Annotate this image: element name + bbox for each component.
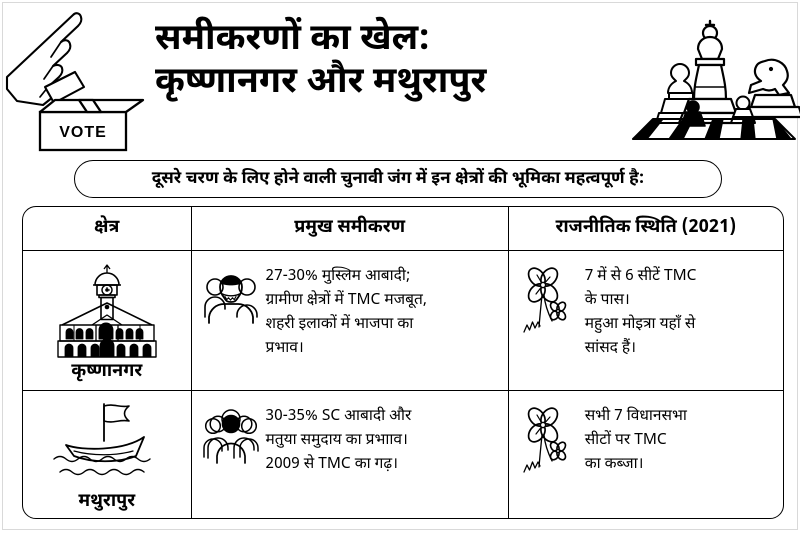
svg-text:VOTE: VOTE bbox=[59, 124, 107, 141]
